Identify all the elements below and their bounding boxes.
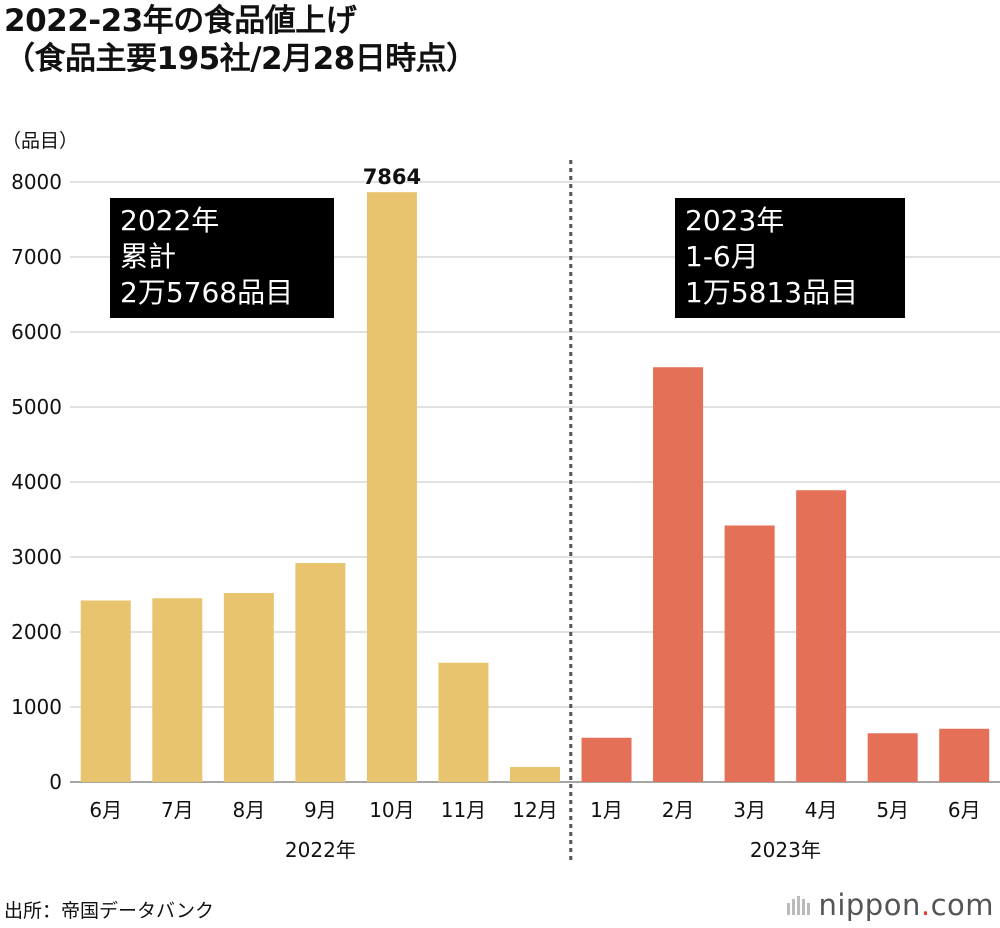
- x-tick-label: 6月: [948, 798, 981, 822]
- brand-logo: nippon.com: [786, 888, 994, 922]
- bar: [724, 525, 775, 782]
- bar: [939, 728, 990, 782]
- source-note: 出所：帝国データバンク: [4, 900, 214, 922]
- y-tick-label: 1000: [11, 695, 62, 719]
- y-tick-labels: 0 1000 2000 3000 4000 5000 6000 7000 8000: [11, 170, 62, 794]
- chart-title-line2: （食品主要195社/2月28日時点）: [4, 41, 477, 77]
- y-tick-label: 4000: [11, 470, 62, 494]
- data-label: 7864: [363, 165, 421, 189]
- y-tick-label: 8000: [11, 170, 62, 194]
- data-labels: 7864: [363, 165, 421, 189]
- brand-tld: com: [930, 888, 994, 922]
- group-label: 2023年: [750, 838, 821, 862]
- annotation-line: 2022年: [120, 204, 219, 237]
- x-tick-label: 6月: [89, 798, 122, 822]
- y-tick-label: 7000: [11, 245, 62, 269]
- annotation-line: 1万5813品目: [685, 276, 858, 309]
- bar: [152, 598, 203, 782]
- x-tick-label: 7月: [161, 798, 194, 822]
- bar: [295, 563, 346, 782]
- bar: [438, 662, 489, 782]
- annotation-line: 2023年: [685, 204, 784, 237]
- brand-name: nippon: [818, 888, 921, 922]
- x-tick-labels: 6月 7月 8月 9月 10月 11月 12月 1月 2月 3月 4月 5月 6月: [89, 798, 980, 822]
- x-tick-label: 11月: [441, 798, 486, 822]
- group-labels: 2022年 2023年: [285, 838, 821, 862]
- x-tick-label: 8月: [232, 798, 265, 822]
- annotation-line: 1-6月: [685, 240, 759, 273]
- annotation-line: 累計: [120, 240, 176, 273]
- bar: [581, 737, 632, 782]
- x-tick-label: 9月: [304, 798, 337, 822]
- x-tick-label: 10月: [369, 798, 414, 822]
- bar: [867, 733, 918, 782]
- bar-chart: （品目） 0 1000 2000 3000 4000 5000 6000 7000 8000 6…: [2, 130, 1000, 862]
- bar: [510, 767, 560, 782]
- bar: [80, 600, 131, 782]
- x-tick-label: 2月: [662, 798, 695, 822]
- bar: [366, 192, 417, 782]
- y-axis-label: （品目）: [2, 130, 78, 152]
- bar: [653, 367, 704, 782]
- x-tick-label: 5月: [876, 798, 909, 822]
- annotation-box-bg: [675, 198, 905, 318]
- chart-title: 2022-23年の食品値上げ （食品主要195社/2月28日時点）: [4, 2, 477, 78]
- y-tick-label: 5000: [11, 395, 62, 419]
- group-label: 2022年: [285, 838, 356, 862]
- x-tick-label: 1月: [590, 798, 623, 822]
- chart-title-line1: 2022-23年の食品値上げ: [4, 3, 357, 39]
- bars: [80, 192, 990, 782]
- y-tick-label: 6000: [11, 320, 62, 344]
- x-tick-label: 4月: [805, 798, 838, 822]
- x-tick-label: 3月: [733, 798, 766, 822]
- y-tick-label: 3000: [11, 545, 62, 569]
- x-tick-label: 12月: [512, 798, 557, 822]
- y-tick-label: 0: [49, 770, 62, 794]
- brand-dot: .: [920, 888, 931, 922]
- bar: [796, 490, 847, 782]
- bar: [223, 593, 274, 782]
- brand-mark-icon: [787, 896, 811, 915]
- y-tick-label: 2000: [11, 620, 62, 644]
- annotation-line: 2万5768品目: [120, 276, 293, 309]
- annotation-box-bg: [110, 198, 334, 318]
